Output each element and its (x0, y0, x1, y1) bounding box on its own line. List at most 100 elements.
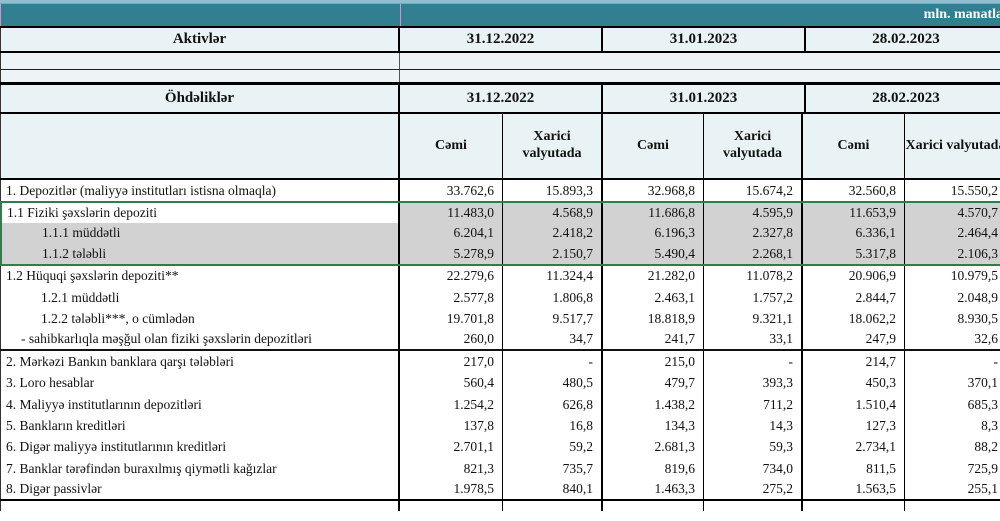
cell[interactable]: 15.674,2 (704, 180, 803, 202)
cell[interactable]: 479,7 (603, 372, 704, 394)
cell[interactable]: 8.930,5 (957, 311, 999, 327)
row-label[interactable]: 1.2.2 tələbli***, o cümlədən (0, 308, 400, 330)
cell[interactable]: 480,5 (503, 372, 603, 394)
cell[interactable]: 2.150,7 (503, 244, 603, 264)
row-label[interactable]: 2. Mərkəzi Bankın banklara qarşı tələblə… (0, 351, 400, 373)
cell[interactable]: 2.681,3 (603, 436, 704, 459)
cell[interactable]: 34,7 (503, 329, 603, 350)
cell[interactable]: 134,3 (603, 415, 704, 437)
cell[interactable]: 11.483,0 (400, 203, 503, 223)
cell[interactable]: 11.078,2 (704, 265, 803, 287)
cell[interactable]: 20.906,9 (803, 265, 905, 287)
cell[interactable]: 5.490,4 (603, 244, 704, 264)
cell[interactable]: 18.062,2 (803, 308, 905, 330)
cell[interactable]: 2.268,1 (704, 244, 803, 264)
cell[interactable]: 275,2 (704, 479, 803, 499)
assets-date-3[interactable]: 28.02.2023 (872, 31, 940, 47)
subheader-total-3[interactable]: Cəmi (803, 114, 905, 178)
cell[interactable]: - (704, 351, 803, 373)
cell[interactable]: 1.563,5 (803, 479, 905, 499)
cell[interactable]: 4.570,7 (905, 203, 1000, 223)
cell[interactable]: 2.106,3 (905, 244, 1000, 264)
cell[interactable]: 725,9 (967, 460, 998, 476)
row-label[interactable]: 5. Bankların kreditləri (0, 415, 400, 437)
row-label[interactable]: 1. Depozitlər (maliyyə institutları isti… (0, 180, 400, 202)
row-label[interactable]: 8. Digər passivlər (0, 479, 400, 499)
subheader-foreign-1[interactable]: Xarici valyutada (503, 114, 603, 178)
cell[interactable]: 685,3 (967, 396, 998, 412)
cell[interactable]: 217,0 (400, 351, 503, 373)
cell[interactable]: 33,1 (704, 329, 803, 350)
liabilities-title-cell[interactable]: Öhdəliklər (0, 85, 400, 112)
row-label[interactable]: 7. Banklar tərəfindən buraxılmış qiymətl… (0, 458, 400, 480)
cell[interactable]: 1.438,2 (603, 393, 704, 416)
cell[interactable]: 626,8 (503, 393, 603, 416)
liabilities-date-3[interactable]: 28.02.2023 (872, 90, 940, 106)
cell[interactable]: 33.762,6 (400, 180, 503, 202)
cell[interactable]: 1.806,8 (503, 286, 603, 309)
cell[interactable]: 59,2 (503, 436, 603, 459)
cell[interactable]: 214,7 (803, 351, 905, 373)
cell[interactable]: 32,6 (974, 331, 998, 347)
cell[interactable]: 1.463,3 (603, 479, 704, 499)
cell[interactable]: 18.818,9 (603, 308, 704, 330)
cell[interactable]: 6.196,3 (603, 222, 704, 245)
cell[interactable]: 1.978,5 (400, 479, 503, 499)
cell[interactable]: 2.327,8 (704, 222, 803, 245)
cell[interactable]: 1.510,4 (803, 393, 905, 416)
cell[interactable]: 393,3 (704, 372, 803, 394)
subheader-foreign-3[interactable]: Xarici valyutada (905, 137, 1000, 153)
cell[interactable]: 2.464,4 (905, 222, 1000, 245)
row-label[interactable]: 1.2 Hüquqi şəxslərin depoziti** (0, 265, 400, 287)
row-label[interactable]: 3. Loro hesablar (0, 372, 400, 394)
row-label[interactable]: - sahibkarlıqla məşğul olan fiziki şəxsl… (0, 329, 400, 350)
cell[interactable]: 560,4 (400, 372, 503, 394)
cell[interactable]: 137,8 (400, 415, 503, 437)
assets-title-cell[interactable]: Aktivlər (0, 28, 400, 51)
liabilities-date-2[interactable]: 31.01.2023 (603, 85, 806, 112)
subheader-total-1[interactable]: Cəmi (400, 114, 503, 178)
row-label[interactable]: 1.2.1 müddətli (0, 286, 400, 309)
cell[interactable]: 370,1 (967, 375, 998, 391)
cell[interactable]: 450,3 (803, 372, 905, 394)
row-label[interactable]: 1.1.2 tələbli (0, 244, 400, 264)
cell[interactable]: 32.560,8 (803, 180, 905, 202)
cell[interactable]: 11.686,8 (603, 203, 704, 223)
cell[interactable]: 2.048,9 (957, 289, 999, 305)
cell[interactable]: 6.204,1 (400, 222, 503, 245)
row-label[interactable]: 1.1.1 müddətli (0, 222, 400, 245)
cell[interactable]: 127,3 (803, 415, 905, 437)
cell[interactable]: 6.336,1 (803, 222, 905, 245)
row-label[interactable]: 1.1 Fiziki şəxslərin depoziti (0, 203, 400, 223)
cell[interactable]: 255,1 (967, 481, 998, 497)
cell[interactable]: 19.701,8 (400, 308, 503, 330)
cell[interactable]: 5.278,9 (400, 244, 503, 264)
cell[interactable]: 16,8 (503, 415, 603, 437)
cell[interactable]: 2.418,2 (503, 222, 603, 245)
cell[interactable]: 711,2 (704, 393, 803, 416)
cell[interactable]: 9.321,1 (704, 308, 803, 330)
cell[interactable]: 735,7 (503, 458, 603, 480)
cell[interactable]: 11.653,9 (803, 203, 905, 223)
cell[interactable]: 5.317,8 (803, 244, 905, 264)
cell[interactable]: 811,5 (803, 458, 905, 480)
cell[interactable]: 22.279,6 (400, 265, 503, 287)
subheader-foreign-2[interactable]: Xarici valyutada (704, 114, 803, 178)
cell[interactable]: 11.324,4 (503, 265, 603, 287)
cell[interactable]: 21.282,0 (603, 265, 704, 287)
cell[interactable]: 260,0 (400, 329, 503, 350)
cell[interactable]: 1.254,2 (400, 393, 503, 416)
cell[interactable]: 88,2 (974, 439, 998, 455)
cell[interactable]: 15.893,3 (503, 180, 603, 202)
cell[interactable]: 1.757,2 (704, 286, 803, 309)
subheader-total-2[interactable]: Cəmi (603, 114, 704, 178)
assets-date-1[interactable]: 31.12.2022 (400, 28, 603, 51)
cell[interactable]: 2.734,1 (803, 436, 905, 459)
cell[interactable]: 734,0 (704, 458, 803, 480)
assets-date-2[interactable]: 31.01.2023 (603, 28, 806, 51)
cell[interactable]: 59,3 (704, 436, 803, 459)
cell[interactable]: 215,0 (603, 351, 704, 373)
cell[interactable]: 821,3 (400, 458, 503, 480)
cell[interactable]: 15.550,2 (950, 182, 998, 198)
row-label[interactable]: 4. Maliyyə institutlarının depozitləri (0, 393, 400, 416)
